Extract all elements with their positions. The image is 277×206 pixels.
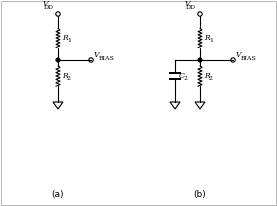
Text: V: V bbox=[236, 51, 242, 59]
Text: DD: DD bbox=[186, 5, 196, 10]
Circle shape bbox=[231, 58, 235, 62]
Circle shape bbox=[56, 12, 60, 16]
Circle shape bbox=[198, 58, 202, 62]
Text: 2: 2 bbox=[67, 76, 71, 81]
Text: R: R bbox=[62, 72, 68, 80]
Text: R: R bbox=[204, 34, 210, 42]
Text: R: R bbox=[204, 72, 210, 80]
Circle shape bbox=[198, 12, 202, 16]
Text: R: R bbox=[62, 34, 68, 42]
Text: C: C bbox=[179, 72, 185, 80]
Text: V: V bbox=[42, 0, 48, 8]
Text: BIAS: BIAS bbox=[241, 56, 257, 61]
Text: DD: DD bbox=[44, 5, 54, 10]
Text: (a): (a) bbox=[52, 190, 64, 199]
Text: 1: 1 bbox=[209, 37, 213, 42]
Text: V: V bbox=[184, 0, 190, 8]
Text: 1: 1 bbox=[67, 37, 71, 42]
Text: 2: 2 bbox=[184, 76, 188, 81]
Text: BIAS: BIAS bbox=[99, 56, 115, 61]
Circle shape bbox=[89, 58, 93, 62]
Text: 2: 2 bbox=[209, 76, 213, 81]
Circle shape bbox=[56, 58, 60, 62]
Text: (b): (b) bbox=[194, 190, 206, 199]
Text: V: V bbox=[94, 51, 99, 59]
